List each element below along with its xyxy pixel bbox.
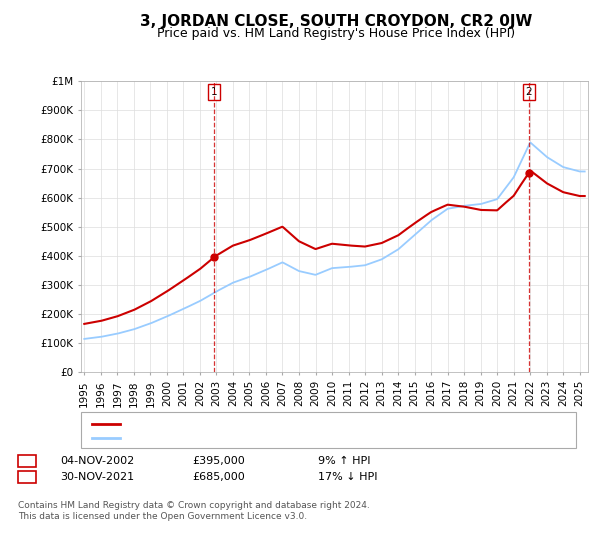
Text: £395,000: £395,000 (192, 456, 245, 466)
Text: 3, JORDAN CLOSE, SOUTH CROYDON, CR2 0JW (detached house): 3, JORDAN CLOSE, SOUTH CROYDON, CR2 0JW … (126, 419, 462, 429)
Text: 17% ↓ HPI: 17% ↓ HPI (318, 472, 377, 482)
Text: 2: 2 (526, 87, 532, 97)
Text: 30-NOV-2021: 30-NOV-2021 (60, 472, 134, 482)
Text: HPI: Average price, detached house, Croydon: HPI: Average price, detached house, Croy… (126, 433, 362, 444)
Text: 1: 1 (211, 87, 217, 97)
Text: 04-NOV-2002: 04-NOV-2002 (60, 456, 134, 466)
Text: Price paid vs. HM Land Registry's House Price Index (HPI): Price paid vs. HM Land Registry's House … (157, 27, 515, 40)
Text: 3, JORDAN CLOSE, SOUTH CROYDON, CR2 0JW: 3, JORDAN CLOSE, SOUTH CROYDON, CR2 0JW (140, 14, 532, 29)
Text: 1: 1 (23, 456, 31, 466)
Text: £685,000: £685,000 (192, 472, 245, 482)
Text: Contains HM Land Registry data © Crown copyright and database right 2024.
This d: Contains HM Land Registry data © Crown c… (18, 501, 370, 521)
Text: 2: 2 (23, 472, 31, 482)
Text: 9% ↑ HPI: 9% ↑ HPI (318, 456, 371, 466)
